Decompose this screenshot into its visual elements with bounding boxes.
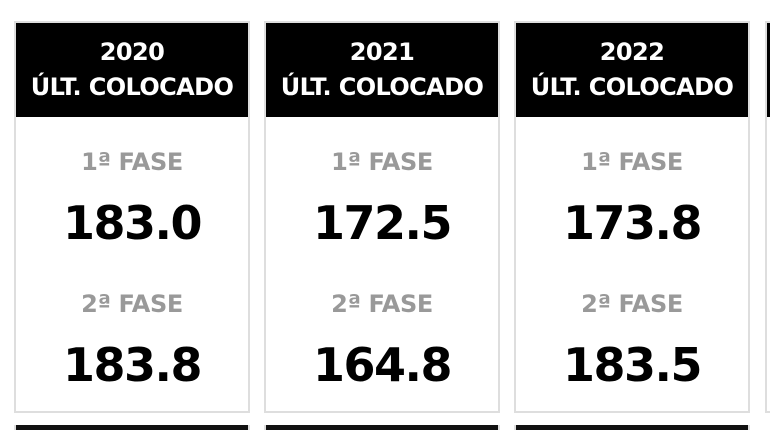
phase-1-label: 1ª FASE [581, 148, 683, 176]
phase-1-value: 173.8 [562, 196, 703, 250]
next-card-header [767, 23, 770, 117]
card-subtitle: ÚLT. COLOCADO [280, 73, 484, 101]
phase-1-value: 183.0 [62, 196, 203, 250]
phase-2-label: 2ª FASE [331, 290, 433, 318]
card-header: 2021 ÚLT. COLOCADO [266, 23, 498, 117]
phase-2-value: 183.8 [62, 338, 203, 392]
year-card-2022: 2022 ÚLT. COLOCADO 1ª FASE 173.8 2ª FASE… [514, 21, 750, 413]
year-card-2020: 2020 ÚLT. COLOCADO 1ª FASE 183.0 2ª FASE… [14, 21, 250, 413]
card-year: 2020 [99, 38, 165, 66]
year-card-2021: 2021 ÚLT. COLOCADO 1ª FASE 172.5 2ª FASE… [264, 21, 500, 413]
phase-2-value: 164.8 [312, 338, 453, 392]
phase-1-label: 1ª FASE [331, 148, 433, 176]
card-subtitle: ÚLT. COLOCADO [30, 73, 234, 101]
card-year: 2022 [599, 38, 665, 66]
next-card-partial [765, 21, 770, 413]
card-year: 2021 [349, 38, 415, 66]
phase-2-value: 183.5 [562, 338, 703, 392]
phase-2-label: 2ª FASE [81, 290, 183, 318]
next-row-card-header [264, 425, 500, 430]
card-subtitle: ÚLT. COLOCADO [530, 73, 734, 101]
card-header: 2022 ÚLT. COLOCADO [516, 23, 748, 117]
phase-1-value: 172.5 [312, 196, 453, 250]
next-row-card-header [514, 425, 750, 430]
phase-1-label: 1ª FASE [81, 148, 183, 176]
phase-2-label: 2ª FASE [581, 290, 683, 318]
next-row-card-header [14, 425, 250, 430]
card-header: 2020 ÚLT. COLOCADO [16, 23, 248, 117]
